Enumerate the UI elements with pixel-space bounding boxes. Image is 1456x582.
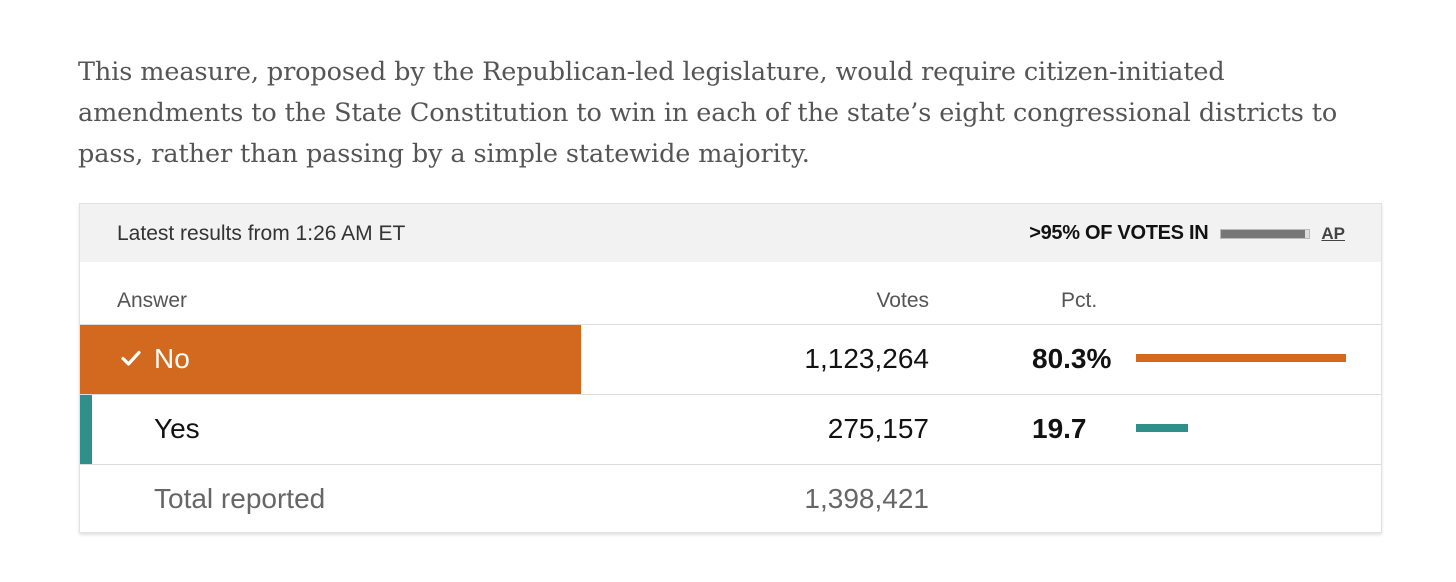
percent-bar-track xyxy=(1136,424,1346,432)
table-row: Yes 275,157 19.7 xyxy=(80,394,1381,464)
results-header: Latest results from 1:26 AM ET >95% OF V… xyxy=(80,204,1381,262)
table-row: No 1,123,264 80.3% xyxy=(80,324,1381,394)
total-row: Total reported 1,398,421 xyxy=(80,464,1381,534)
reporting-progress-bar xyxy=(1220,228,1311,239)
answer-name: No xyxy=(154,343,190,374)
reporting-status: >95% OF VOTES IN AP xyxy=(1029,222,1345,245)
vote-percent: 80.3% xyxy=(1032,343,1112,374)
vote-count: 275,157 xyxy=(827,413,929,444)
results-table: Latest results from 1:26 AM ET >95% OF V… xyxy=(79,203,1382,533)
column-header-votes: Votes xyxy=(876,289,929,312)
source-link[interactable]: AP xyxy=(1321,223,1345,243)
checkmark-icon xyxy=(121,350,141,366)
column-header-answer: Answer xyxy=(117,289,188,312)
percent-bar-track xyxy=(1136,354,1346,362)
last-updated-text: Latest results from 1:26 AM ET xyxy=(117,222,406,245)
reporting-label: >95% OF VOTES IN xyxy=(1029,222,1209,244)
reporting-progress-fill xyxy=(1221,229,1305,238)
answer-name: Yes xyxy=(154,413,200,444)
percent-bar xyxy=(1136,424,1188,432)
percent-bar xyxy=(1136,354,1346,362)
vote-percent: 19.7 xyxy=(1032,413,1087,444)
total-label: Total reported xyxy=(154,483,326,514)
color-stripe xyxy=(80,395,92,464)
measure-description: This measure, proposed by the Republican… xyxy=(78,57,1338,169)
winner-highlight xyxy=(80,325,581,394)
column-header-pct: Pct. xyxy=(1061,289,1098,312)
total-votes: 1,398,421 xyxy=(804,483,929,514)
vote-count: 1,123,264 xyxy=(804,343,929,374)
